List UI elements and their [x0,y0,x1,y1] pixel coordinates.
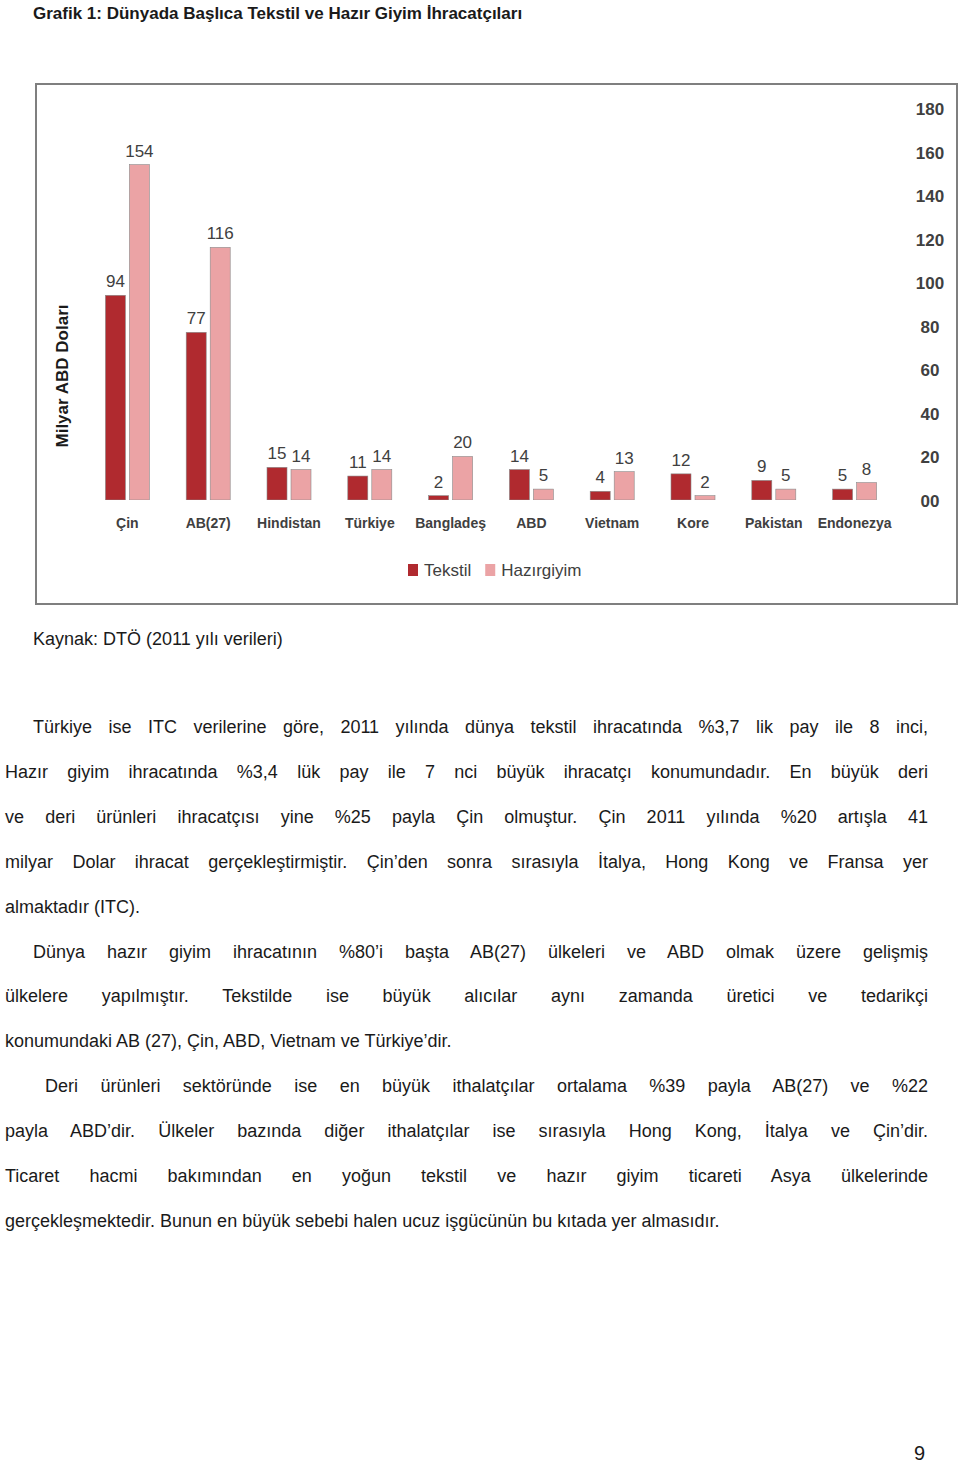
bar [186,332,206,500]
category-label: Vietnam [585,515,639,531]
text-line: Türkiye ise ITC verilerine göre, 2011 yı… [33,715,928,739]
bar [833,489,853,500]
y-tick [900,151,904,152]
bar [348,476,368,500]
data-label: 20 [453,433,472,452]
y-tick-label: 60 [921,361,940,380]
data-label: 14 [292,447,311,466]
bar [509,470,529,500]
text-line: Ticaret hacmi bakımından en yoğun teksti… [5,1164,928,1188]
data-label: 116 [207,224,234,243]
data-label: 9 [757,457,766,476]
category-label: AB(27) [186,515,231,531]
data-label: 14 [372,447,391,466]
y-tick [900,325,904,326]
chart-frame [36,84,957,604]
bar [429,496,449,500]
y-tick-label: 180 [916,100,944,119]
bar [210,247,230,500]
text-line: gerçekleşmektedir. Bunun en büyük sebebi… [5,1209,719,1233]
y-axis-label: Milyar ABD Doları [53,305,72,448]
y-tick [900,412,904,413]
bar [857,483,877,500]
source: Kaynak: DTÖ (2011 yılı verileri) [33,627,283,651]
bar [752,480,772,500]
y-tick [900,238,904,239]
data-label: 5 [781,466,790,485]
chart: Grafik 1: Dünyada Başlıca Tekstil ve Haz… [0,0,960,620]
category-label: Endonezya [818,515,892,531]
bar [533,489,553,500]
y-tick-label: 120 [916,231,944,250]
y-tick-label: 140 [916,187,944,206]
y-tick [900,500,904,501]
data-label: 12 [672,451,691,470]
bar [129,165,149,500]
y-tick-label: 00 [921,492,940,511]
bar [776,489,796,500]
category-label: ABD [516,515,546,531]
category-label: Hindistan [257,515,321,531]
data-label: 154 [125,142,153,161]
data-label: 94 [106,272,125,291]
y-tick [900,195,904,196]
data-label: 5 [539,466,548,485]
bar [590,491,610,500]
y-tick-label: 80 [921,318,940,337]
data-label: 4 [595,468,604,487]
text-line: almaktadır (ITC). [5,895,140,919]
category-label: Çin [116,515,139,531]
bar [671,474,691,500]
y-tick [900,282,904,283]
bar [267,467,287,500]
text-line: payla ABD’dir. Ülkeler bazında diğer ith… [5,1119,928,1143]
page-number: 9 [914,1441,925,1465]
data-label: 77 [187,309,206,328]
legend-label: Hazırgiyim [501,561,581,580]
data-label: 2 [700,473,709,492]
legend-label: Tekstil [424,561,471,580]
text-line: ülkelere yapılmıştır. Tekstilde ise büyü… [5,984,928,1008]
y-tick [900,456,904,457]
y-tick-label: 100 [916,274,944,293]
text-line: Dünya hazır giyim ihracatının %80’i başt… [33,940,928,964]
text-line: ve deri ürünleri ihracatçısı yine %25 pa… [5,805,928,829]
data-label: 14 [510,447,529,466]
title: Grafik 1: Dünyada Başlıca Tekstil ve Haz… [33,4,522,23]
y-tick [900,369,904,370]
category-label: Kore [677,515,709,531]
category-label: Pakistan [745,515,803,531]
bar [105,295,125,500]
y-tick-label: 160 [916,144,944,163]
y-tick [900,108,904,109]
data-label: 11 [349,453,367,472]
bars [105,165,876,500]
text-line: Deri ürünleri sektöründe ise en büyük it… [45,1074,928,1098]
data-label: 13 [615,449,634,468]
text-line: Hazır giyim ihracatında %3,4 lük pay ile… [5,760,928,784]
text-line: milyar Dolar ihracat gerçekleştirmiştir.… [5,850,928,874]
category-label: Türkiye [345,515,395,531]
legend-swatch [485,564,495,576]
bar [453,456,473,500]
data-label: 15 [268,444,287,463]
legend-swatch [408,564,418,576]
bar [695,496,715,500]
bar [291,470,311,500]
bar [372,470,392,500]
data-label: 8 [862,460,871,479]
y-tick-label: 40 [921,405,940,424]
bar [614,472,634,500]
data-label: 2 [434,473,443,492]
category-label: Bangladeş [415,515,486,531]
y-tick-label: 20 [921,448,940,467]
text-line: konumundaki AB (27), Çin, ABD, Vietnam v… [5,1029,452,1053]
data-label: 5 [838,466,847,485]
